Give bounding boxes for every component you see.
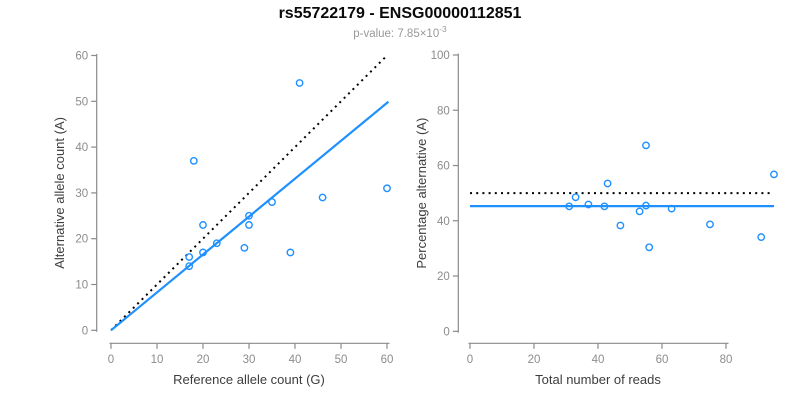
data-point [286,248,295,257]
y-tick-label: 10 [75,280,88,292]
data-point [245,221,253,229]
x-tick-label: 60 [656,354,669,366]
data-point [199,221,207,229]
data-point [571,193,580,202]
percentage-vs-coverage-scatter: 0 20 40 60 80 0 20 40 60 80 100 Total number of rea… [414,50,778,387]
data-point [642,201,650,210]
y-tick-label: 30 [75,188,88,200]
y-tick-label: 100 [431,50,450,62]
data-point [642,141,650,150]
y-tick-label: 20 [437,271,450,283]
plot-title: rs55722179 - ENSG00000112851 [278,5,522,22]
data-point [268,198,276,206]
data-point [245,211,253,220]
x-axis-title: Total number of reads [535,372,661,387]
data-point [383,184,391,193]
y-tick-label: 60 [75,51,88,63]
x-tick-label: 40 [289,354,302,366]
data-point [706,220,714,229]
x-tick-label: 10 [151,354,164,366]
x-tick-label: 0 [108,354,114,366]
data-point [199,248,207,257]
y-tick-label: 40 [75,142,88,154]
data-point [212,239,221,248]
allele-counts-scatter: 0 10 20 30 40 50 60 0 10 20 30 40 50 60 Reference alle… [52,51,393,388]
x-tick-label: 20 [528,354,541,366]
x-tick-label: 20 [197,354,210,366]
x-tick-label: 0 [467,354,473,366]
y-tick-label: 80 [437,105,450,117]
data-point [240,243,249,252]
data-point [185,253,194,261]
y-axis-title: Alternative allele count (A) [52,117,67,269]
data-point [616,221,625,230]
data-point [770,170,778,179]
y-tick-label: 0 [443,326,449,338]
x-tick-label: 50 [335,354,348,366]
data-point [318,193,327,202]
x-axis-title: Reference allele count (G) [173,372,325,387]
plot-subtitle: p-value: 7.85×10-3 [0,24,800,40]
fit-line [110,100,390,332]
data-point [645,243,654,252]
y-axis-title: Percentage alternative (A) [414,118,429,269]
data-point [185,262,194,271]
data-point [565,202,574,211]
y-tick-label: 60 [437,161,450,173]
data-point [295,79,304,87]
data-point [584,200,593,209]
data-point [667,204,676,213]
pvalue-text: p-value: 7.85×10 [353,27,440,40]
pvalue-exponent: -3 [439,24,447,34]
x-tick-label: 40 [592,354,605,366]
y-tick-label: 40 [437,216,450,228]
identity-line [110,54,388,332]
data-point [757,233,766,241]
x-tick-label: 30 [243,354,256,366]
data-point [603,179,612,188]
y-tick-label: 20 [75,234,88,246]
x-tick-label: 60 [381,354,394,366]
data-point [600,202,609,211]
y-tick-label: 0 [82,325,88,337]
y-tick-label: 50 [75,96,88,108]
x-tick-label: 80 [720,354,733,366]
data-point [189,156,198,165]
data-point [635,207,644,216]
